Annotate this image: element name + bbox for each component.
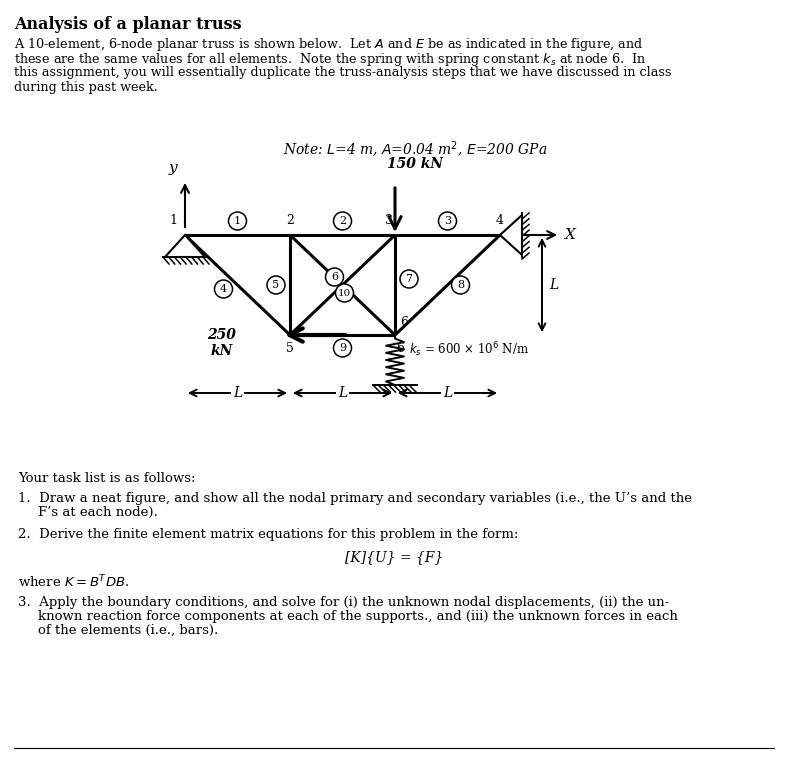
Text: 6: 6 xyxy=(400,317,408,330)
Circle shape xyxy=(400,270,418,288)
Text: 5: 5 xyxy=(273,280,280,290)
Text: A 10-element, 6-node planar truss is shown below.  Let $A$ and $E$ be as indicat: A 10-element, 6-node planar truss is sho… xyxy=(14,36,643,53)
Text: L: L xyxy=(549,278,558,292)
Circle shape xyxy=(452,276,470,294)
Text: 6: 6 xyxy=(331,272,338,282)
Text: kN: kN xyxy=(211,344,233,358)
Circle shape xyxy=(214,280,232,298)
Text: F’s at each node).: F’s at each node). xyxy=(38,506,158,519)
Text: 2.  Derive the finite element matrix equations for this problem in the form:: 2. Derive the finite element matrix equa… xyxy=(18,528,519,541)
Text: 7: 7 xyxy=(406,274,412,284)
Text: 4: 4 xyxy=(496,215,504,228)
Text: Your task list is as follows:: Your task list is as follows: xyxy=(18,472,195,485)
Text: 1: 1 xyxy=(169,215,177,228)
Text: 3.  Apply the boundary conditions, and solve for (i) the unknown nodal displacem: 3. Apply the boundary conditions, and so… xyxy=(18,596,669,609)
Text: [K]{U} = {F}: [K]{U} = {F} xyxy=(345,550,443,564)
Text: Note: $L$=4 m, $A$=0.04 m$^2$, $E$=200 GPa: Note: $L$=4 m, $A$=0.04 m$^2$, $E$=200 G… xyxy=(283,140,547,160)
Text: during this past week.: during this past week. xyxy=(14,81,158,94)
Polygon shape xyxy=(500,215,522,255)
Circle shape xyxy=(325,268,344,286)
Text: of the elements (i.e., bars).: of the elements (i.e., bars). xyxy=(38,624,218,637)
Text: 10: 10 xyxy=(338,288,351,298)
Text: Analysis of a planar truss: Analysis of a planar truss xyxy=(14,16,242,33)
Text: this assignment, you will essentially duplicate the truss-analysis steps that we: this assignment, you will essentially du… xyxy=(14,66,671,79)
Circle shape xyxy=(438,212,456,230)
Text: L: L xyxy=(338,386,348,400)
Text: L: L xyxy=(443,386,452,400)
Polygon shape xyxy=(165,235,205,257)
Circle shape xyxy=(333,212,351,230)
Text: $k_s$ = 600 × 10$^6$ N/m: $k_s$ = 600 × 10$^6$ N/m xyxy=(409,341,529,360)
Text: L: L xyxy=(233,386,242,400)
Circle shape xyxy=(229,212,247,230)
Text: 6: 6 xyxy=(396,341,404,354)
Text: 250: 250 xyxy=(207,328,236,342)
Text: 150 kN: 150 kN xyxy=(387,157,443,171)
Text: where $K = B^TDB$.: where $K = B^TDB$. xyxy=(18,574,129,591)
Circle shape xyxy=(267,276,285,294)
Text: y: y xyxy=(169,161,177,175)
Text: 3: 3 xyxy=(444,216,451,226)
Text: 1.  Draw a neat figure, and show all the nodal primary and secondary variables (: 1. Draw a neat figure, and show all the … xyxy=(18,492,692,505)
Text: known reaction force components at each of the supports., and (iii) the unknown : known reaction force components at each … xyxy=(38,610,678,623)
Text: these are the same values for all elements.  Note the spring with spring constan: these are the same values for all elemen… xyxy=(14,51,647,68)
Text: 8: 8 xyxy=(457,280,464,290)
Text: 5: 5 xyxy=(286,341,294,354)
Text: 1: 1 xyxy=(234,216,241,226)
Text: 2: 2 xyxy=(286,215,294,228)
Text: X: X xyxy=(565,228,576,242)
Circle shape xyxy=(333,339,351,357)
Text: 9: 9 xyxy=(339,343,346,353)
Text: 4: 4 xyxy=(220,284,227,294)
Text: 3: 3 xyxy=(385,215,393,228)
Circle shape xyxy=(336,284,354,302)
Text: 2: 2 xyxy=(339,216,346,226)
